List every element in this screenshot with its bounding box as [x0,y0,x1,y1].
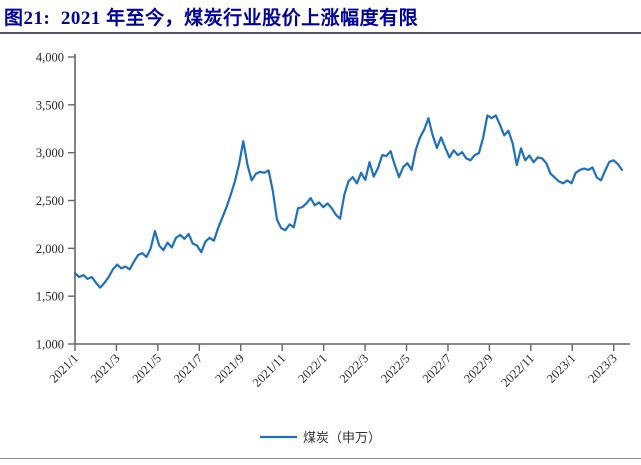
x-tick-label: 2022/9 [461,351,495,385]
x-tick-label: 2021/11 [250,351,289,390]
legend: 煤炭（申万） [260,430,381,445]
x-tick-label: 2021/5 [130,351,164,385]
x-tick-label: 2023/3 [585,351,619,385]
y-tick-label: 1,000 [36,338,64,352]
y-tick-label: 3,000 [36,146,64,160]
x-tick-label: 2022/5 [378,351,412,385]
x-tick-label: 2022/1 [295,351,329,385]
title-divider [0,32,641,34]
x-tick-label: 2021/1 [47,351,81,385]
x-tick-label: 2021/3 [88,351,122,385]
x-axis: 2021/1 2021/3 2021/5 2021/7 2021/9 2021/11 202… [47,343,630,390]
figure-title: 图21: 2021 年至今，煤炭行业股价上涨幅度有限 [4,8,419,29]
x-tick-label: 2021/7 [171,351,205,385]
y-axis: 1,000 1,500 2,000 2,500 3,000 3,500 4,000 [36,51,76,352]
y-tick-label: 4,000 [36,51,64,65]
x-tick-label: 2021/9 [212,351,246,385]
x-tick-label: 2022/7 [420,351,454,385]
y-tick-label: 1,500 [36,290,64,304]
y-tick-label: 3,500 [36,98,64,112]
price-line-series [73,114,624,289]
y-tick-label: 2,000 [36,242,64,256]
figure-bottom-border [0,458,641,459]
y-tick-label: 2,500 [36,194,64,208]
x-tick-label: 2022/3 [337,351,371,385]
x-tick-label: 2023/1 [544,351,578,385]
legend-label: 煤炭（申万） [303,430,381,445]
x-tick-label: 2022/11 [498,351,537,390]
